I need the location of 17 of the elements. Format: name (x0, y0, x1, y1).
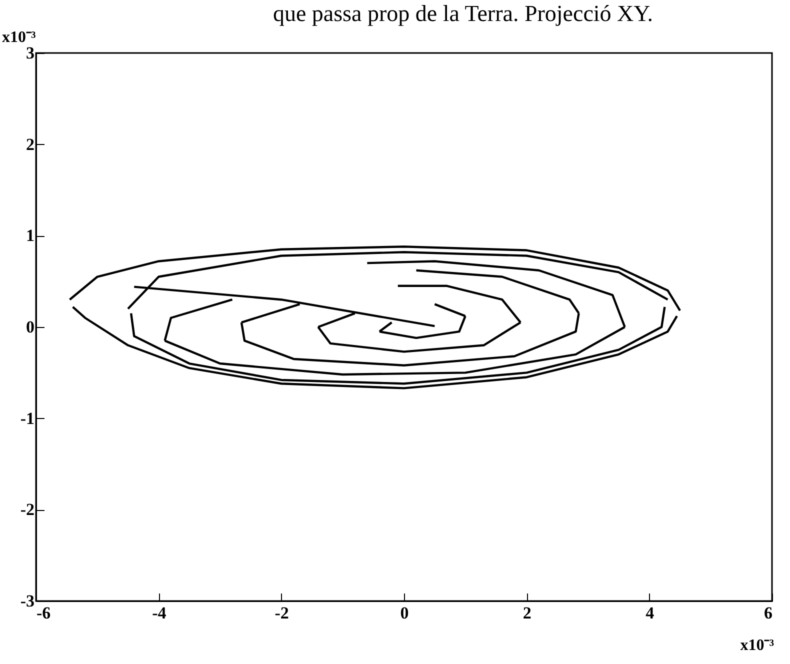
y-tick-label: 1 (26, 226, 34, 246)
y-tick-label: 0 (26, 318, 34, 336)
x-tick-label: -4 (152, 604, 167, 622)
y-tick-label: -2 (20, 500, 34, 520)
x-tick-label: 2 (522, 604, 532, 622)
x-tick-label: 6 (764, 604, 772, 622)
y-tick-label: -3 (20, 592, 34, 610)
x-tick-label: 0 (400, 604, 409, 622)
y-tick-label: -1 (20, 408, 34, 428)
text: x10⁻³ (2, 29, 36, 46)
y-tick-label: 2 (26, 134, 34, 154)
x-tick-label: -6 (36, 604, 51, 622)
y-tick-label: 3 (26, 44, 34, 62)
x-tick-label: 4 (646, 604, 655, 622)
x-tick-label: -2 (274, 604, 289, 622)
text: x10⁻³ (740, 637, 774, 654)
chart-title: que passa prop de la Terra. Projecció XY. (272, 1, 654, 26)
